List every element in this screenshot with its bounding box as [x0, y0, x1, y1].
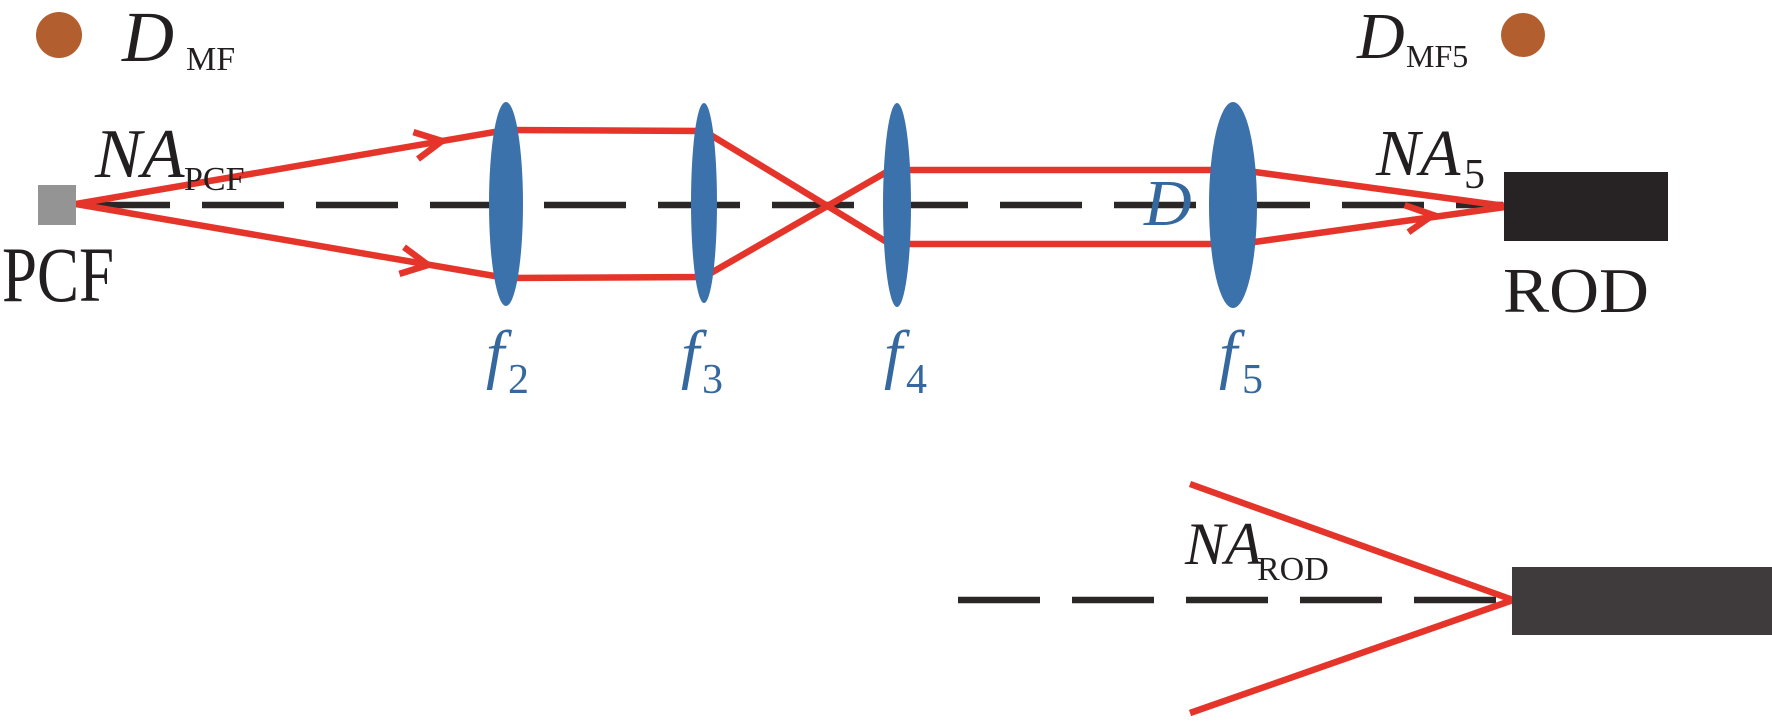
pcf-label: PCF — [2, 231, 114, 318]
d-mf5-label: D — [1356, 0, 1405, 73]
lens-f2-subscript: 2 — [508, 357, 529, 403]
lens-f5 — [1209, 102, 1257, 308]
lens-f3-subscript: 3 — [702, 357, 723, 403]
rod-label: ROD — [1503, 255, 1649, 326]
mode-field-dot-left-icon — [36, 12, 82, 58]
na-rod-label: NA — [1184, 511, 1262, 577]
pcf-fiber-end — [38, 185, 76, 225]
rod-ray-upper — [1188, 480, 1515, 604]
beam-diameter-label: D — [1143, 167, 1192, 240]
ray-arrow-upper-icon — [412, 128, 450, 162]
lens-f5-subscript: 5 — [1242, 357, 1263, 403]
rod-ray-lower — [1188, 596, 1515, 717]
lens-f4 — [883, 103, 911, 307]
d-mf-subscript: MF — [186, 41, 235, 78]
na-5-label: NA — [1375, 117, 1461, 190]
d-mf-label: D — [121, 0, 174, 77]
ray-upper — [75, 126, 1506, 248]
rod-fiber-bottom — [1512, 567, 1772, 635]
lens-f2 — [489, 102, 523, 306]
na-pcf-subscript: PCF — [184, 161, 245, 198]
na-5-subscript: 5 — [1464, 152, 1485, 198]
lens-f3 — [691, 103, 717, 303]
ray-arrow-focus-icon — [1403, 202, 1441, 235]
lens-f4-subscript: 4 — [906, 357, 927, 403]
ray-arrow-lower-icon — [398, 244, 436, 278]
rod-fiber-top — [1504, 172, 1668, 241]
d-mf5-subscript: MF5 — [1406, 38, 1468, 74]
na-pcf-label: NA — [94, 116, 185, 193]
mode-field-dot-right-icon — [1501, 13, 1545, 57]
ray-lower — [75, 166, 1506, 282]
na-rod-subscript: ROD — [1257, 551, 1329, 588]
